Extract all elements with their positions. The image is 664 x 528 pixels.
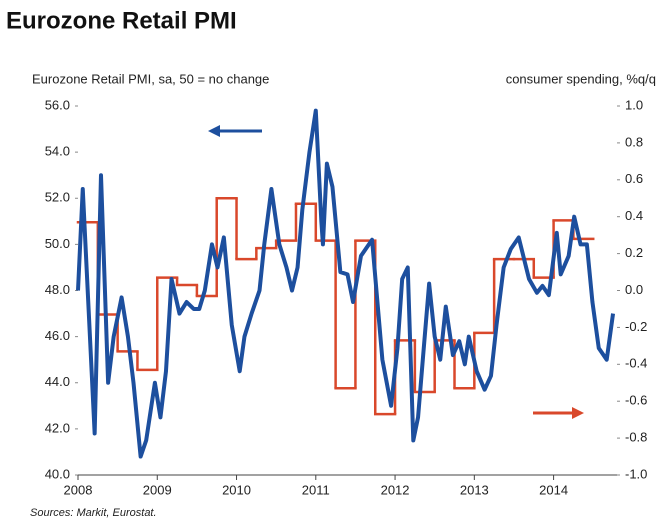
y2-tick-label: -0.8 [625,430,647,445]
y2-tick-label: -0.2 [625,319,647,334]
x-tick-label: 2009 [143,482,172,497]
y2-tick-label: -0.6 [625,393,647,408]
y2-tick-label: 0.8 [625,134,643,149]
pmi-line [76,108,616,459]
y-tick-label: 42.0 [45,420,70,435]
y-tick-label: 56.0 [45,97,70,112]
y2-tick-label: 0.2 [625,245,643,260]
y2-tick-label: 1.0 [625,97,643,112]
x-tick-label: 2010 [222,482,251,497]
x-tick-label: 2011 [302,482,330,497]
y-axis-label: Eurozone Retail PMI, sa, 50 = no change [32,71,269,86]
y2-tick-label: -0.4 [625,356,647,371]
y-tick-label: 52.0 [45,190,70,205]
y-tick-label: 54.0 [45,144,70,159]
y2-tick-label: 0.0 [625,282,643,297]
x-tick-label: 2008 [64,482,93,497]
x-tick-label: 2012 [381,482,410,497]
y2-tick-label: -1.0 [625,466,647,481]
y2-tick-label: 0.6 [625,171,643,186]
y-tick-label: 48.0 [45,282,70,297]
x-tick-label: 2013 [460,482,489,497]
y2-tick-label: 0.4 [625,208,643,223]
y-tick-label: 50.0 [45,236,70,251]
y2-axis-label: consumer spending, %q/q [506,71,656,86]
y-tick-label: 40.0 [45,466,70,481]
blue-arrow [208,125,262,137]
source-note: Sources: Markit, Eurostat. [30,507,157,519]
x-tick-label: 2014 [539,482,568,497]
chart-title: Eurozone Retail PMI [6,7,237,34]
red-arrow [533,407,584,419]
y-tick-label: 44.0 [45,374,70,389]
y-tick-label: 46.0 [45,328,70,343]
